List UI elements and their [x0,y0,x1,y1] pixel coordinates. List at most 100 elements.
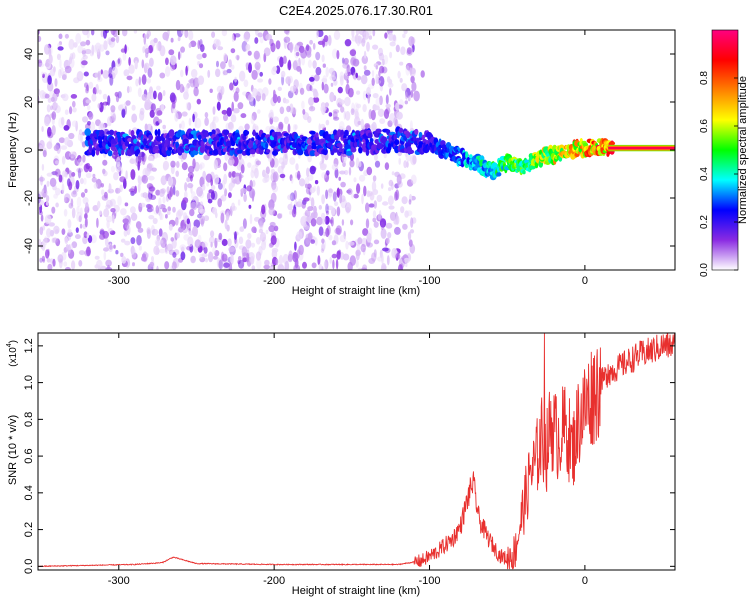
spectrogram-noise-blob [97,200,101,209]
y-tick-label: 1.0 [23,375,35,390]
spectrogram-noise-blob [257,78,264,83]
spectrogram-noise-blob [313,88,318,98]
spectrogram-noise-blob [199,215,206,225]
spectrogram-noise-blob [102,70,110,79]
spectrogram-noise-blob [309,85,313,92]
spectrogram-noise-blob [246,185,252,192]
spectrogram-noise-blob [46,141,53,150]
x-tick-label: 0 [582,575,588,587]
spectrogram-noise-blob [344,69,349,76]
spectrogram-noise-blob [277,213,282,219]
spectrogram-noise-blob [348,87,354,98]
spectrogram-x-label: Height of straight line (km) [292,285,420,297]
spectrogram-noise-blob [302,261,307,269]
spectrogram-noise-blob [302,109,306,115]
spectrogram-noise-blob [75,120,78,132]
spectrogram-noise-blob [322,38,326,48]
spectrogram-ridge-blob [367,132,373,139]
spectrogram-noise-blob [252,180,256,187]
spectrogram-noise-blob [141,255,147,262]
spectrogram-noise-blob [336,50,340,60]
spectrogram-noise-blob [207,69,211,78]
spectrogram-noise-blob [360,243,366,253]
spectrogram-noise-blob [221,109,228,115]
spectrogram-noise-blob [340,106,345,113]
spectrogram-noise-blob [218,232,223,240]
spectrogram-noise-blob [230,64,235,70]
spectrogram-noise-blob [71,151,77,158]
spectrogram-noise-blob [198,63,204,69]
spectrogram-noise-blob [204,117,209,126]
spectrogram-noise-blob [261,240,267,251]
spectrogram-noise-blob [90,234,97,244]
spectrogram-noise-blob [61,228,66,235]
spectrogram-noise-blob [409,67,413,76]
colorbar-ticks: 0.0 0.2 0.4 0.6 0.8 [699,71,738,277]
spectrogram-ridge-blob [315,132,319,138]
y-tick-label: 0 [23,147,35,153]
spectrogram-noise-blob [109,75,114,86]
spectrogram-noise-blob [58,33,63,39]
spectrogram-noise-blob [202,52,207,59]
spectrogram-noise-blob [339,234,347,243]
spectrogram-noise-blob [228,192,232,199]
spectrogram-noise-blob [251,164,258,174]
spectrogram-noise-blob [356,90,361,95]
spectrogram-noise-blob [64,65,72,74]
spectrogram-ridge-blob [309,150,316,157]
spectrogram-noise-blob [330,82,334,87]
spectrogram-noise-blob [304,176,310,186]
spectrogram-noise-blob [134,60,138,70]
spectrogram-noise-blob [160,213,164,221]
spectrogram-noise-blob [180,46,186,53]
spectrogram-noise-blob [42,225,46,231]
spectrogram-noise-blob [94,255,100,260]
spectrogram-ridge-blob [609,141,616,146]
spectrogram-noise-blob [144,48,150,54]
spectrogram-noise-blob [394,226,401,235]
spectrogram-noise-blob [138,245,142,251]
spectrogram-noise-blob [328,234,333,241]
spectrogram-noise-blob [410,75,415,84]
spectrogram-noise-blob [372,93,379,99]
spectrogram-noise-blob [197,75,205,85]
spectrogram-noise-blob [361,38,366,47]
spectrogram-noise-blob [269,153,273,161]
spectrogram-noise-blob [41,71,44,76]
spectrogram-noise-blob [53,144,60,151]
spectrogram-noise-blob [64,236,69,244]
spectrogram-noise-blob [185,65,188,76]
spectrogram-noise-blob [102,101,109,106]
spectrogram-noise-blob [141,93,148,101]
spectrogram-noise-blob [350,108,355,116]
spectrogram-noise-blob [321,243,325,252]
spectrogram-noise-blob [291,107,297,115]
spectrogram-noise-blob [385,103,391,109]
spectrogram-noise-blob [170,160,176,168]
spectrogram-noise-blob [162,90,166,97]
spectrogram-noise-blob [256,258,262,270]
spectrogram-noise-blob [325,203,329,214]
spectrogram-noise-blob [410,174,417,185]
spectrogram-noise-blob [388,187,392,192]
spectrogram-noise-blob [258,217,264,228]
spectrogram-noise-blob [253,98,256,107]
spectrogram-noise-blob [396,111,403,120]
spectrogram-noise-blob [197,213,202,219]
spectrogram-noise-blob [251,265,256,270]
spectrogram-noise-blob [147,92,153,100]
spectrogram-noise-blob [284,260,290,270]
spectrogram-ridge-blob [387,143,392,151]
spectrogram-noise-blob [252,88,258,97]
spectrogram-noise-blob [124,105,127,115]
spectrogram-noise-blob [394,191,398,201]
spectrogram-noise-blob [216,60,219,68]
spectrogram-noise-blob [65,244,69,251]
spectrogram-noise-blob [133,30,138,34]
spectrogram-noise-blob [210,241,213,248]
spectrogram-noise-blob [99,210,102,215]
spectrogram-noise-blob [187,165,195,173]
spectrogram-noise-blob [289,192,296,202]
spectrogram-noise-blob [287,123,291,134]
spectrogram-noise-blob [221,238,228,247]
